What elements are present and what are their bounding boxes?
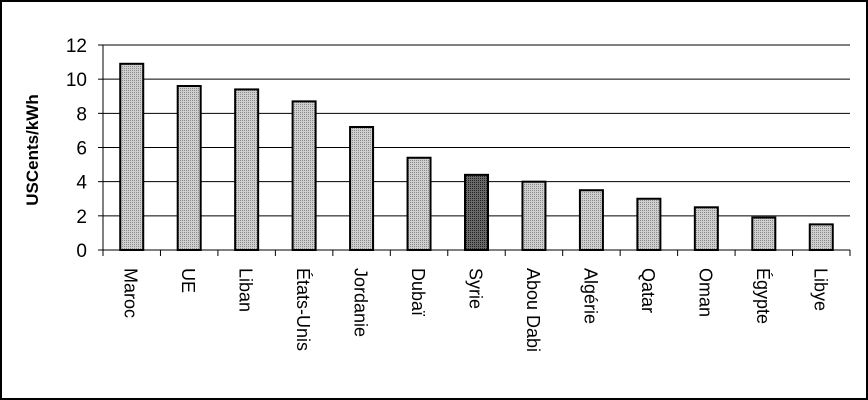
x-tick-label: Jordanie: [351, 268, 371, 337]
x-tick-label: Syrie: [466, 268, 486, 309]
bar-Algérie: [578, 189, 604, 251]
x-tick-label: Égypte: [753, 268, 773, 324]
bar-Abou Dabi: [521, 180, 547, 252]
x-tick-label: Maroc: [121, 268, 141, 318]
y-axis-label: USCents/kWh: [23, 94, 42, 205]
x-tick-label: Abou Dabi: [523, 268, 543, 352]
x-tick-label: États-Unis: [293, 268, 313, 351]
bar-Libye: [808, 223, 834, 251]
y-tick-label: 10: [66, 70, 87, 91]
bar-Liban: [234, 88, 260, 251]
y-tick-label: 8: [76, 104, 87, 125]
bar-Qatar: [636, 197, 662, 251]
bar-Oman: [693, 206, 719, 252]
bar-Jordanie: [349, 126, 375, 251]
x-tick-label: Algérie: [580, 268, 600, 324]
bar-Maroc: [119, 62, 145, 251]
x-tick-label: Libye: [810, 268, 830, 311]
bar-Syrie: [464, 173, 489, 251]
y-tick-label: 2: [76, 207, 87, 228]
x-tick-label: Liban: [236, 268, 256, 312]
bar-UE: [176, 85, 202, 251]
y-tick-label: 12: [66, 36, 87, 57]
x-tick-label: UE: [178, 268, 198, 293]
x-tick-label: Oman: [695, 268, 715, 317]
x-tick-label: Dubaï: [408, 268, 428, 316]
bar-États-Unis: [291, 100, 317, 251]
y-tick-label: 0: [76, 241, 87, 262]
bar-Égypte: [751, 216, 777, 252]
x-tick-label: Qatar: [638, 268, 658, 313]
y-tick-label: 6: [76, 139, 87, 160]
y-tick-label: 4: [76, 173, 87, 194]
bar-Dubaï: [406, 156, 432, 251]
